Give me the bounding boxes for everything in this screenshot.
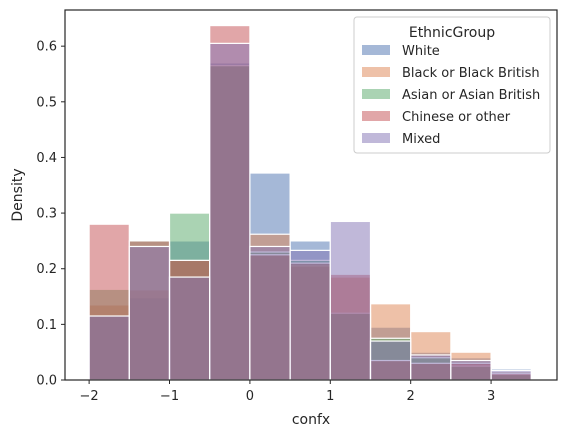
x-axis-label: confx [292,412,330,428]
bar [329,220,372,381]
plot-frame [64,9,558,381]
axes-layer: −2 −1 0 1 2 3 0.0 0.1 0.2 0.3 0.4 0.5 0.6 confx Densit… [10,9,558,428]
bar [128,245,171,381]
y-tick-label: 0.0 [36,374,57,389]
legend-swatch [362,133,390,143]
y-axis-label: Density [10,168,26,221]
y-tick-label: 0.4 [36,151,57,166]
x-tick-label: −1 [160,389,179,404]
legend-label: Black or Black British [402,66,540,81]
x-tick-label: 3 [487,389,495,404]
y-tick-label: 0.5 [36,95,57,110]
bar [410,354,452,381]
bar [168,276,211,381]
x-tick-label: 2 [407,389,415,404]
legend-label: Mixed [402,132,440,147]
bar [88,315,130,381]
bar [249,245,291,381]
legend-swatch [362,89,390,99]
legend-frame [353,16,551,154]
bar [289,249,331,381]
bar [209,42,251,381]
series-4-bars [88,42,532,381]
y-tick-label: 0.2 [36,262,57,277]
legend: EthnicGroup White Black or Black British As… [353,16,551,154]
x-tick-label: 1 [326,389,334,404]
y-tick-label: 0.6 [36,40,57,55]
legend-swatch [362,45,390,55]
y-tick-label: 0.1 [36,318,57,333]
bar [490,369,532,381]
bars-layer [88,24,532,381]
legend-swatch [362,111,390,121]
legend-label: Asian or Asian British [402,88,540,103]
legend-label: White [402,44,440,59]
legend-title: EthnicGroup [409,25,495,41]
bar [450,359,492,381]
x-tick-label: 0 [246,389,254,404]
y-tick-label: 0.3 [36,207,57,222]
bar [369,340,412,381]
legend-label: Chinese or other [402,110,511,125]
legend-swatch [362,67,390,77]
x-tick-label: −2 [80,389,99,404]
